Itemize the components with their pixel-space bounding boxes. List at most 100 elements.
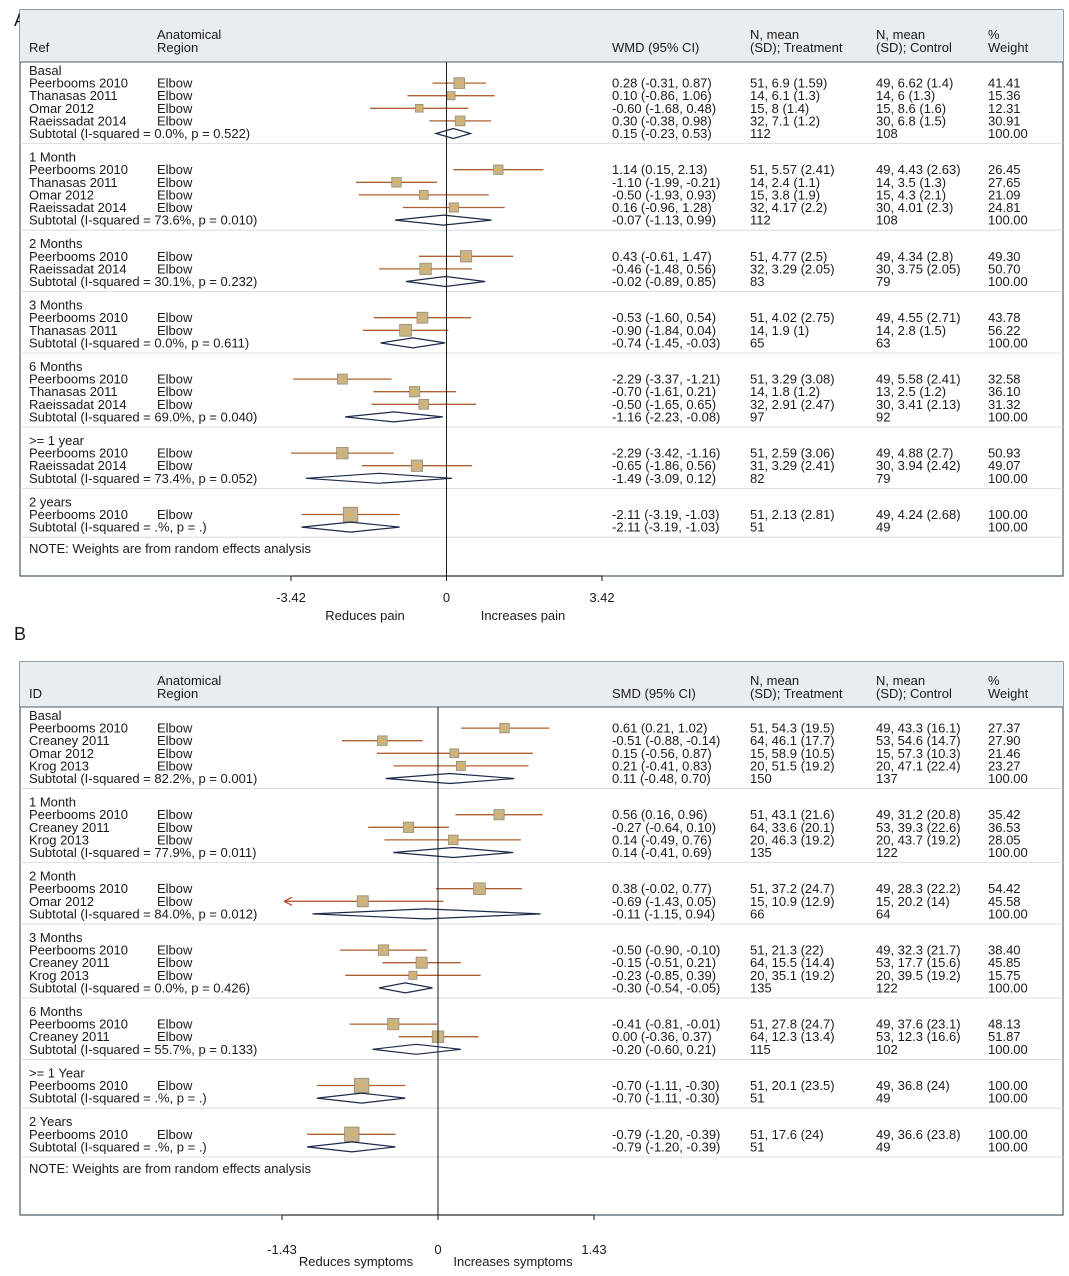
subtotal-row: Subtotal (I-squared = .%, p = .) -0.79 (-… <box>29 1139 1028 1154</box>
plot-frame <box>19 661 1064 1216</box>
point-estimate <box>452 205 456 210</box>
study-weight: 45.58 <box>988 894 1021 909</box>
subtotal-row: Subtotal (I-squared = 84.0%, p = 0.012) -… <box>29 906 1028 921</box>
study-control: 15, 57.3 (10.3) <box>876 746 961 761</box>
group-label: 1 Month <box>29 795 76 810</box>
study-region: Elbow <box>157 113 193 128</box>
study-weight: 28.05 <box>988 832 1021 847</box>
study-region: Elbow <box>157 175 193 190</box>
header-treatment: N, mean <box>750 673 799 688</box>
study-control: 14, 3.5 (1.3) <box>876 175 946 190</box>
study-control: 49, 5.58 (2.41) <box>876 372 961 387</box>
point-estimate <box>350 1132 354 1136</box>
subtotal-weight: 100.00 <box>988 471 1028 486</box>
study-name: Peerbooms 2010 <box>29 943 128 958</box>
study-weight: 32.58 <box>988 372 1021 387</box>
subtotal-ci: -0.20 (-0.60, 0.21) <box>612 1042 716 1057</box>
group-label: 1 Month <box>29 150 76 165</box>
study-row: Peerbooms 2010 Elbow -0.53 (-1.60, 0.54) 51… <box>29 310 1021 325</box>
study-control: 49, 4.43 (2.63) <box>876 162 961 177</box>
study-ci: -1.10 (-1.99, -0.21) <box>612 175 720 190</box>
study-weight: 12.31 <box>988 101 1021 116</box>
subtotal-treatment: 65 <box>750 335 764 350</box>
study-weight: 15.75 <box>988 968 1021 983</box>
study-treatment: 14, 1.8 (1.2) <box>750 384 820 399</box>
study-row: Peerbooms 2010 Elbow -0.50 (-0.90, -0.10) 5… <box>29 943 1021 958</box>
study-treatment: 15, 58.9 (10.5) <box>750 746 835 761</box>
subtotal-row: Subtotal (I-squared = 0.0%, p = 0.611) -0… <box>29 335 1028 350</box>
study-ci: -0.51 (-0.88, -0.14) <box>612 733 720 748</box>
study-region: Elbow <box>157 943 193 958</box>
subtotal-treatment: 51 <box>750 520 764 535</box>
study-weight: 23.27 <box>988 758 1021 773</box>
study-region: Elbow <box>157 894 193 909</box>
study-control: 14, 6 (1.3) <box>876 88 935 103</box>
study-row: Omar 2012 Elbow 0.15 (-0.56, 0.87) 15, 58.9… <box>29 746 1021 761</box>
subtotal-label: Subtotal (I-squared = 55.7%, p = 0.133) <box>29 1042 257 1057</box>
subtotal-treatment: 83 <box>750 274 764 289</box>
point-estimate <box>417 106 421 110</box>
x-tick-label: 1.43 <box>581 1242 606 1257</box>
subtotal-treatment: 112 <box>750 213 771 228</box>
subtotal-control: 108 <box>876 126 898 141</box>
study-region: Elbow <box>157 721 193 736</box>
direction-label-left: Reduces symptoms <box>299 1254 414 1269</box>
study-region: Elbow <box>157 200 193 215</box>
subtotal-treatment: 150 <box>750 771 772 786</box>
study-treatment: 64, 46.1 (17.7) <box>750 733 835 748</box>
study-control: 49, 43.3 (16.1) <box>876 721 961 736</box>
group-label: 2 years <box>29 494 72 509</box>
study-region: Elbow <box>157 955 193 970</box>
study-weight: 35.42 <box>988 807 1021 822</box>
point-estimate <box>477 887 482 891</box>
study-row: Raeissadat 2014 Elbow -0.65 (-1.86, 0.56) 3… <box>29 458 1021 473</box>
study-row: Thanasas 2011 Elbow 0.10 (-0.86, 1.06) 14, … <box>29 88 1021 103</box>
point-estimate <box>403 328 408 332</box>
study-name: Omar 2012 <box>29 894 94 909</box>
study-control: 20, 39.5 (19.2) <box>876 968 961 983</box>
study-treatment: 15, 10.9 (12.9) <box>750 894 835 909</box>
subtotal-control: 49 <box>876 1091 890 1106</box>
subtotal-weight: 100.00 <box>988 409 1028 424</box>
study-name: Peerbooms 2010 <box>29 310 128 325</box>
point-estimate <box>413 390 417 394</box>
subtotal-row: Subtotal (I-squared = 82.2%, p = 0.001) 0… <box>29 771 1028 786</box>
subtotal-ci: -1.16 (-2.23, -0.08) <box>612 409 720 424</box>
subtotal-treatment: 115 <box>750 1042 771 1057</box>
study-name: Peerbooms 2010 <box>29 249 128 264</box>
point-estimate <box>340 451 344 455</box>
subtotal-diamond <box>405 275 486 288</box>
study-treatment: 15, 3.8 (1.9) <box>750 187 820 202</box>
study-control: 30, 3.75 (2.05) <box>876 261 961 276</box>
study-ci: 0.38 (-0.02, 0.77) <box>612 881 712 896</box>
forest-panel-a: ARefAnatomicalRegionWMD (95% CI)N, mean(… <box>14 9 1064 623</box>
point-estimate <box>394 180 399 184</box>
study-treatment: 20, 51.5 (19.2) <box>750 758 835 773</box>
point-estimate <box>420 961 424 965</box>
subtotal-weight: 100.00 <box>988 906 1028 921</box>
study-treatment: 51, 4.02 (2.75) <box>750 310 835 325</box>
study-region: Elbow <box>157 820 193 835</box>
study-region: Elbow <box>157 187 193 202</box>
point-estimate <box>496 168 500 172</box>
study-ci: 0.14 (-0.49, 0.76) <box>612 832 712 847</box>
study-row: Raeissadat 2014 Elbow 0.30 (-0.38, 0.98) 32… <box>29 113 1021 128</box>
study-region: Elbow <box>157 101 193 116</box>
study-ci: 0.28 (-0.31, 0.87) <box>612 76 712 91</box>
subtotal-diamond <box>378 982 433 994</box>
subtotal-ci: -1.49 (-3.09, 0.12) <box>612 471 716 486</box>
header-band <box>20 10 1063 62</box>
point-estimate <box>452 751 456 755</box>
study-name: Krog 2013 <box>29 758 89 773</box>
study-control: 53, 17.7 (15.6) <box>876 955 961 970</box>
subtotal-label: Subtotal (I-squared = 73.6%, p = 0.010) <box>29 213 257 228</box>
study-treatment: 51, 3.29 (3.08) <box>750 372 835 387</box>
header-treatment: (SD); Treatment <box>750 686 843 701</box>
study-ci: -0.69 (-1.43, 0.05) <box>612 894 716 909</box>
study-control: 20, 43.7 (19.2) <box>876 832 961 847</box>
study-region: Elbow <box>157 249 193 264</box>
study-region: Elbow <box>157 746 193 761</box>
group-label: 2 Years <box>29 1114 73 1129</box>
subtotal-label: Subtotal (I-squared = 84.0%, p = 0.012) <box>29 906 257 921</box>
